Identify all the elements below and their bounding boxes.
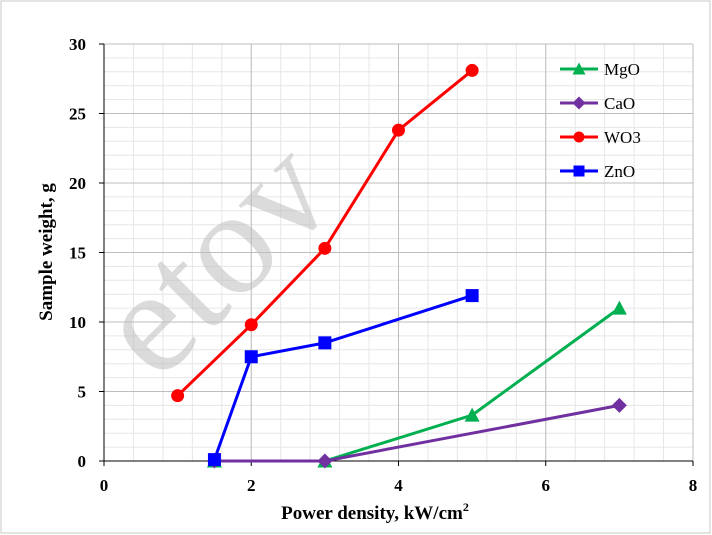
x-tick-label: 0	[100, 476, 109, 495]
x-axis-label: Power density, kW/cm2	[281, 500, 469, 524]
data-point-mgo	[611, 300, 627, 315]
legend-marker-zno	[573, 165, 585, 177]
data-point-wo3	[392, 123, 405, 137]
y-tick-label: 20	[69, 174, 86, 193]
data-point-wo3	[171, 389, 185, 403]
legend-marker-cao	[572, 96, 586, 110]
data-point-wo3	[465, 63, 479, 77]
y-tick-label: 5	[78, 383, 87, 402]
legend-marker-wo3	[573, 131, 585, 143]
legend-label-zno: ZnO	[604, 162, 635, 181]
legend-label-mgo: MgO	[604, 60, 640, 79]
data-point-zno	[244, 350, 258, 364]
x-tick-label: 8	[689, 476, 698, 495]
series-layer	[171, 63, 627, 469]
legend: MgO CaO WO3 ZnO	[560, 60, 641, 181]
y-axis-label: Sample weight, g	[36, 183, 57, 321]
legend-marker-mgo	[572, 62, 586, 75]
grid	[103, 43, 694, 462]
data-point-mgo	[464, 407, 480, 422]
legend-label-cao: CaO	[604, 94, 635, 113]
data-point-cao	[611, 397, 627, 413]
axes: 0 2 4 6 8 0 5 10 15 20 25 30	[69, 35, 697, 495]
x-tick-label: 4	[394, 476, 403, 495]
data-point-zno	[318, 336, 332, 350]
y-tick-label: 15	[69, 244, 86, 263]
x-tick-label: 6	[542, 476, 551, 495]
y-tick-label: 25	[69, 105, 86, 124]
series-line-zno	[213, 294, 473, 461]
x-axis-label-superscript: 2	[463, 500, 469, 514]
y-tick-label: 10	[69, 313, 86, 332]
x-tick-label: 2	[247, 476, 256, 495]
data-point-wo3	[318, 241, 332, 255]
data-point-cao	[317, 453, 333, 469]
data-point-wo3	[244, 318, 258, 332]
legend-label-wo3: WO3	[604, 128, 641, 147]
y-tick-label: 0	[78, 452, 87, 471]
y-tick-label: 30	[69, 35, 86, 54]
x-axis-label-text: Power density, kW/cm	[281, 503, 463, 524]
data-point-zno	[465, 289, 479, 303]
data-point-zno	[207, 453, 221, 467]
